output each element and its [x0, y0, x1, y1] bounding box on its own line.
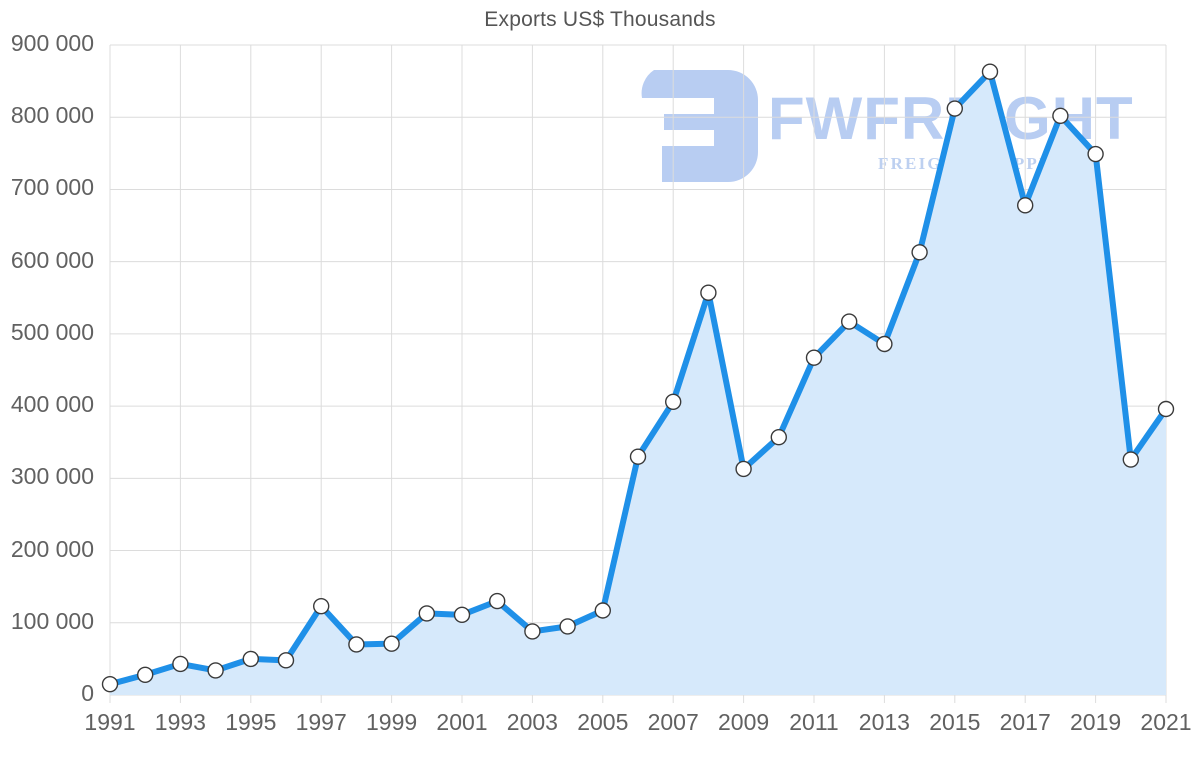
- data-point-marker: [1122, 451, 1140, 468]
- x-axis-tick-label: 2011: [789, 709, 839, 735]
- x-axis-tick-label: 2017: [999, 709, 1051, 735]
- data-point-marker: [277, 652, 295, 669]
- data-point-marker: [911, 244, 928, 261]
- x-axis-tick-label: 2007: [647, 709, 699, 735]
- data-point-marker: [946, 100, 963, 117]
- data-point-marker: [700, 284, 717, 301]
- data-point-marker: [524, 623, 541, 640]
- data-point-marker: [207, 662, 224, 679]
- data-point-marker: [735, 460, 752, 478]
- data-point-marker: [559, 618, 576, 635]
- x-axis-tick-label: 1999: [366, 709, 418, 735]
- data-point-marker: [313, 597, 330, 615]
- data-point-marker: [348, 636, 365, 653]
- x-axis-tick-label: 2013: [858, 709, 910, 735]
- data-point-markers: [101, 63, 1175, 693]
- x-axis-tick-label: 2015: [929, 709, 981, 735]
- x-axis-tick-label: 2021: [1140, 709, 1192, 735]
- data-point-marker: [876, 335, 893, 353]
- x-axis-tick-label: 1993: [154, 709, 206, 735]
- y-axis-tick-label: 600 000: [10, 246, 94, 273]
- data-point-marker: [1052, 107, 1069, 124]
- data-point-marker: [1087, 145, 1104, 163]
- data-point-marker: [841, 313, 858, 330]
- data-point-marker: [453, 606, 471, 624]
- y-axis-tick-label: 500 000: [10, 318, 94, 345]
- data-point-marker: [242, 650, 260, 668]
- chart-title: Exports US$ Thousands: [484, 8, 716, 31]
- data-point-marker: [665, 393, 682, 410]
- data-point-marker: [770, 428, 787, 446]
- y-axis-tick-label: 200 000: [10, 535, 94, 562]
- data-point-marker: [1016, 197, 1034, 214]
- area-fill: [110, 71, 1166, 696]
- y-axis-tick-label: 300 000: [10, 463, 94, 490]
- y-axis-tick-label: 700 000: [10, 174, 94, 201]
- data-point-marker: [383, 635, 400, 652]
- data-point-marker: [101, 675, 119, 693]
- data-point-marker: [594, 602, 611, 619]
- data-point-marker: [1157, 400, 1175, 418]
- data-point-marker: [418, 605, 435, 622]
- x-axis-tick-label: 2009: [718, 709, 770, 735]
- y-axis-tick-label: 800 000: [10, 102, 94, 129]
- x-axis-tick-label: 2005: [577, 709, 629, 735]
- y-axis-tick-label: 100 000: [10, 607, 94, 634]
- y-axis-tick-label: 400 000: [10, 391, 94, 418]
- x-axis-tick-label: 1997: [295, 709, 347, 735]
- data-point-marker: [136, 666, 154, 683]
- x-axis-tick-label: 1995: [225, 709, 277, 735]
- data-point-marker: [629, 448, 647, 465]
- x-axis-tick-label: 2001: [436, 709, 488, 735]
- data-point-marker: [489, 592, 506, 610]
- data-point-marker: [805, 349, 823, 366]
- x-axis-tick-label: 1991: [84, 709, 136, 735]
- y-axis-tick-label: 0: [81, 680, 94, 706]
- x-axis-tick-label: 2019: [1070, 709, 1122, 735]
- data-point-marker: [981, 63, 999, 80]
- data-point-marker: [172, 655, 189, 673]
- x-axis-tick-label: 2003: [506, 709, 558, 735]
- y-axis-tick-label: 900 000: [10, 30, 94, 56]
